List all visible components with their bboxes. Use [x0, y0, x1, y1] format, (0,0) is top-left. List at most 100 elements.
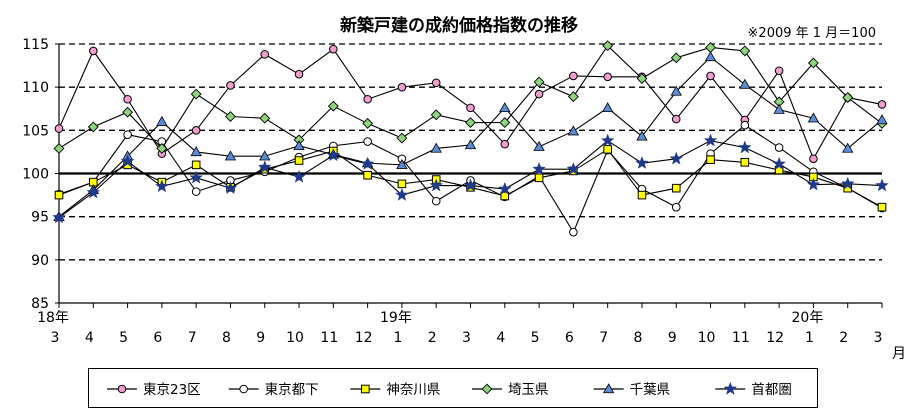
- legend-marker: [239, 384, 248, 394]
- x-tick-label: 1: [393, 330, 402, 346]
- data-point: [739, 45, 751, 57]
- data-point: [224, 150, 237, 161]
- data-point: [259, 150, 271, 161]
- x-tick-label: 11: [732, 330, 750, 346]
- data-point: [602, 40, 614, 52]
- data-point: [464, 139, 477, 150]
- data-point: [566, 161, 581, 176]
- data-point: [740, 120, 750, 130]
- y-tick-label: 85: [31, 296, 49, 312]
- x-tick-label: 2: [428, 330, 437, 346]
- x-tick-label: 10: [286, 330, 304, 346]
- x-tick-label: 8: [633, 330, 642, 346]
- data-point: [225, 111, 236, 122]
- x-tick-label: 3: [51, 330, 60, 346]
- data-point: [363, 170, 372, 180]
- legend-marker: [723, 381, 738, 395]
- data-point: [396, 159, 408, 170]
- legend-marker: [481, 383, 493, 395]
- data-point: [327, 100, 339, 112]
- x-tick-label: 4: [496, 330, 505, 346]
- x-tick-label: 4: [85, 330, 94, 346]
- data-point: [774, 66, 784, 76]
- data-point: [156, 115, 168, 126]
- data-point: [499, 117, 511, 128]
- data-point: [326, 148, 341, 162]
- data-point: [223, 180, 238, 195]
- legend-item: 東京都下: [228, 382, 319, 398]
- data-point: [363, 137, 372, 146]
- x-tick-label: 1: [805, 330, 814, 346]
- data-point: [842, 142, 854, 153]
- legend-label: 首都圏: [751, 382, 792, 398]
- x-tick-label: 8: [222, 330, 231, 346]
- series-5: [53, 51, 888, 221]
- y-tick-label: 100: [22, 167, 49, 183]
- data-point: [875, 178, 889, 192]
- data-point: [395, 187, 409, 201]
- chart-title: 新築戸建の成約価格指数の推移: [340, 15, 578, 36]
- series-line: [58, 56, 883, 218]
- x-tick-label: 12: [766, 330, 784, 346]
- data-point: [567, 125, 580, 136]
- data-point: [603, 145, 612, 154]
- data-point: [120, 154, 135, 168]
- data-point: [499, 102, 511, 113]
- x-tick-label: 5: [119, 330, 128, 346]
- data-point: [807, 57, 819, 69]
- data-point: [567, 91, 579, 103]
- data-point: [774, 143, 784, 152]
- series-line: [58, 44, 883, 150]
- legend-label: 千葉県: [630, 382, 671, 398]
- x-tick-label: 7: [599, 330, 608, 346]
- data-point: [189, 170, 204, 184]
- data-point: [533, 140, 545, 151]
- data-point: [636, 130, 648, 141]
- data-point: [292, 169, 306, 183]
- data-point: [704, 51, 717, 62]
- data-point: [122, 106, 134, 118]
- legend-item: 埼玉県: [472, 382, 549, 398]
- legend-marker: [602, 383, 615, 394]
- data-point: [463, 178, 478, 192]
- legend-marker: [117, 384, 127, 394]
- data-point: [669, 151, 684, 165]
- legend-label: 東京23区: [143, 382, 201, 398]
- data-point: [500, 139, 510, 149]
- x-tick-label: 10: [698, 330, 716, 346]
- legend-marker: [361, 384, 370, 394]
- data-point: [773, 103, 785, 114]
- legend: 東京23区 東京都下 神奈川県 埼玉県 千葉県 首都圏: [88, 368, 818, 408]
- data-point: [293, 140, 305, 151]
- data-point: [431, 196, 441, 206]
- data-point: [877, 202, 887, 212]
- data-point: [88, 46, 98, 56]
- data-point: [601, 102, 614, 113]
- data-point: [294, 156, 304, 165]
- data-point: [600, 133, 615, 147]
- data-point: [54, 124, 64, 133]
- data-point: [363, 94, 372, 104]
- data-point: [670, 52, 682, 64]
- x-tick-label: 6: [565, 330, 574, 346]
- x-tick-label: 7: [188, 330, 197, 346]
- data-point: [396, 132, 408, 144]
- x-tick-label: 2: [839, 330, 848, 346]
- data-point: [739, 78, 751, 89]
- data-point: [635, 155, 649, 169]
- data-point: [429, 178, 444, 192]
- data-point: [329, 44, 338, 54]
- x-tick-label: 9: [668, 330, 677, 346]
- data-point: [772, 156, 786, 170]
- x-unit-label: 月: [892, 346, 906, 362]
- data-point: [807, 112, 820, 123]
- data-point: [54, 190, 64, 200]
- data-point: [123, 130, 132, 139]
- x-tick-label: 9: [256, 330, 265, 346]
- data-point: [465, 117, 476, 128]
- data-point: [431, 78, 441, 88]
- data-point: [260, 50, 270, 59]
- series-4: [53, 40, 888, 154]
- legend-label: 埼玉県: [508, 382, 549, 398]
